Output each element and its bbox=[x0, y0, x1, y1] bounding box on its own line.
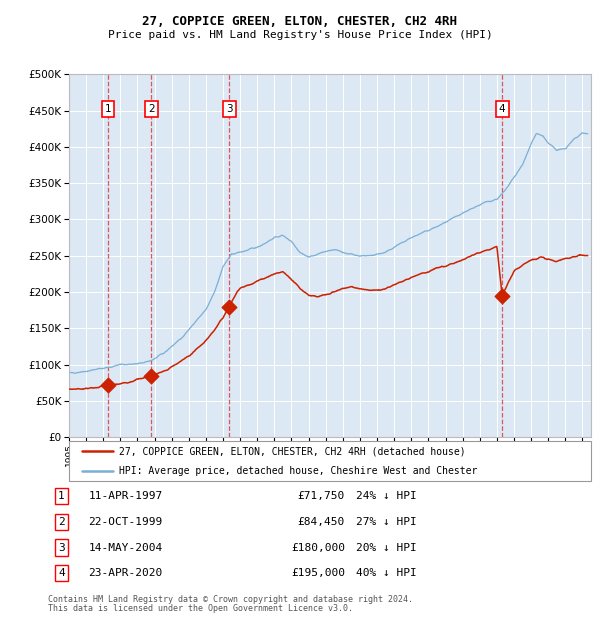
Text: 3: 3 bbox=[226, 104, 233, 114]
Text: 22-OCT-1999: 22-OCT-1999 bbox=[89, 517, 163, 527]
Text: 11-APR-1997: 11-APR-1997 bbox=[89, 492, 163, 502]
Text: 4: 4 bbox=[499, 104, 505, 114]
Text: 23-APR-2020: 23-APR-2020 bbox=[89, 568, 163, 578]
Text: 40% ↓ HPI: 40% ↓ HPI bbox=[356, 568, 416, 578]
Text: 27% ↓ HPI: 27% ↓ HPI bbox=[356, 517, 416, 527]
Point bbox=[224, 301, 234, 311]
Text: £180,000: £180,000 bbox=[291, 542, 345, 552]
Point bbox=[497, 291, 507, 301]
Text: £71,750: £71,750 bbox=[298, 492, 345, 502]
Text: 24% ↓ HPI: 24% ↓ HPI bbox=[356, 492, 416, 502]
Point bbox=[103, 380, 113, 390]
Text: This data is licensed under the Open Government Licence v3.0.: This data is licensed under the Open Gov… bbox=[48, 604, 353, 613]
Text: 1: 1 bbox=[105, 104, 112, 114]
Text: Price paid vs. HM Land Registry's House Price Index (HPI): Price paid vs. HM Land Registry's House … bbox=[107, 30, 493, 40]
Text: 2: 2 bbox=[58, 517, 65, 527]
Text: 4: 4 bbox=[58, 568, 65, 578]
Text: 3: 3 bbox=[58, 542, 65, 552]
Text: 27, COPPICE GREEN, ELTON, CHESTER, CH2 4RH (detached house): 27, COPPICE GREEN, ELTON, CHESTER, CH2 4… bbox=[119, 446, 465, 456]
Text: 20% ↓ HPI: 20% ↓ HPI bbox=[356, 542, 416, 552]
Text: £84,450: £84,450 bbox=[298, 517, 345, 527]
Text: 1: 1 bbox=[58, 492, 65, 502]
Text: 2: 2 bbox=[148, 104, 155, 114]
Point bbox=[146, 371, 156, 381]
Text: 14-MAY-2004: 14-MAY-2004 bbox=[89, 542, 163, 552]
Text: HPI: Average price, detached house, Cheshire West and Chester: HPI: Average price, detached house, Ches… bbox=[119, 466, 477, 476]
Text: £195,000: £195,000 bbox=[291, 568, 345, 578]
Text: 27, COPPICE GREEN, ELTON, CHESTER, CH2 4RH: 27, COPPICE GREEN, ELTON, CHESTER, CH2 4… bbox=[143, 15, 458, 27]
Text: Contains HM Land Registry data © Crown copyright and database right 2024.: Contains HM Land Registry data © Crown c… bbox=[48, 595, 413, 604]
